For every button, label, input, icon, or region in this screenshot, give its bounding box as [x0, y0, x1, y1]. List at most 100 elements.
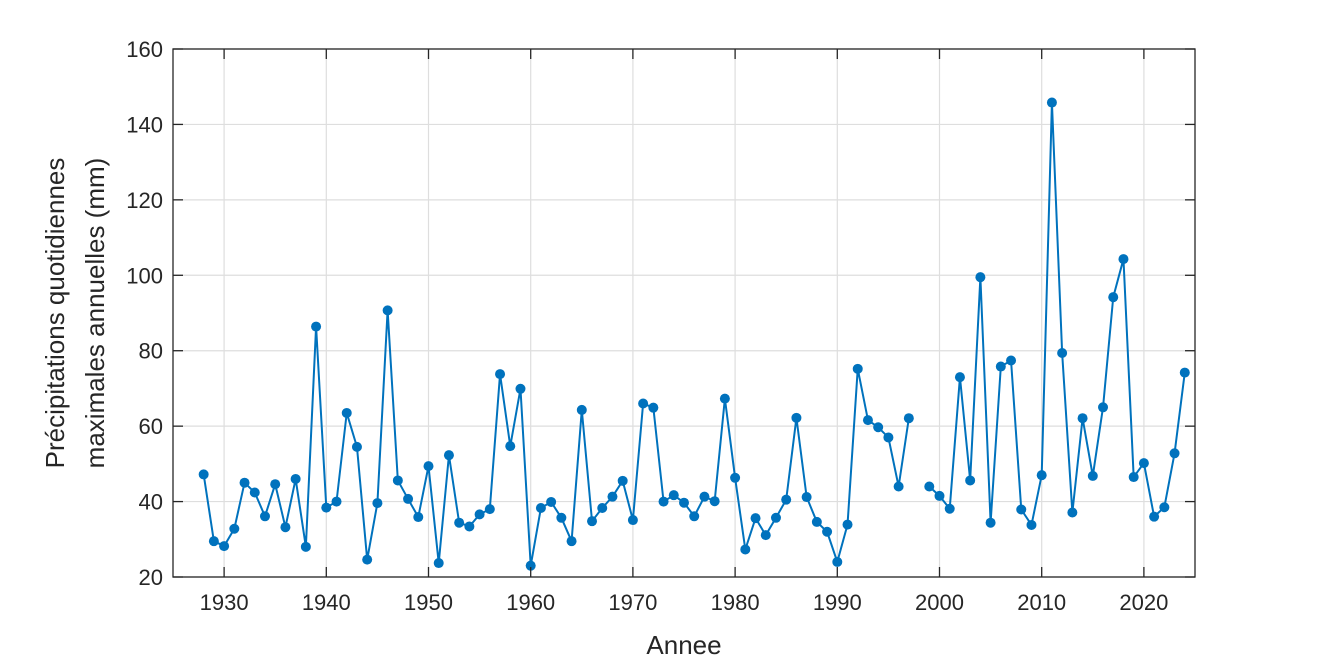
data-point: [382, 305, 393, 316]
data-point: [576, 404, 587, 415]
data-point: [862, 415, 873, 426]
data-point: [535, 502, 546, 513]
y-tick-label: 20: [139, 565, 163, 590]
data-point: [668, 490, 679, 501]
data-point: [311, 321, 322, 332]
x-tick-label: 1970: [608, 590, 657, 615]
data-point: [893, 481, 904, 492]
data-point: [1138, 458, 1149, 469]
data-point: [770, 512, 781, 523]
axes: 1930 1940 1950 1960 1970 1980 1990 2000 2010 2020…: [126, 37, 1195, 615]
data-point: [331, 496, 342, 507]
x-axis-label: Annee: [646, 630, 721, 660]
data-point: [1036, 470, 1047, 481]
data-point: [985, 517, 996, 528]
data-point: [832, 556, 843, 567]
data-point: [280, 522, 291, 533]
data-point: [597, 502, 608, 513]
data-point: [556, 512, 567, 523]
data-point: [954, 372, 965, 383]
data-point: [351, 441, 362, 452]
data-point: [587, 516, 598, 527]
data-point: [208, 536, 219, 547]
data-point: [883, 432, 894, 443]
y-tick-label: 80: [139, 339, 163, 364]
data-point: [638, 398, 649, 409]
data-point: [443, 450, 454, 461]
data-point: [1046, 97, 1057, 108]
data-point: [1159, 502, 1170, 513]
data-point: [372, 498, 383, 509]
data-point: [822, 526, 833, 537]
data-point: [464, 521, 475, 532]
x-tick-label: 1930: [200, 590, 249, 615]
data-point: [239, 477, 250, 488]
data-point: [1067, 507, 1078, 518]
data-point: [321, 502, 332, 513]
data-point: [791, 412, 802, 423]
data-point: [689, 511, 700, 522]
data-point: [760, 530, 771, 541]
data-point: [433, 558, 444, 569]
y-tick-label: 100: [126, 263, 163, 288]
data-point: [1128, 472, 1139, 483]
data-point: [975, 272, 986, 283]
y-axis-label-line-2: maximales annuelles (mm): [80, 158, 110, 469]
y-axis-label-line-1: Précipitations quotidiennes: [40, 158, 70, 469]
data-point: [658, 496, 669, 507]
data-point: [1108, 292, 1119, 303]
data-point: [709, 496, 720, 507]
data-point: [944, 503, 955, 514]
data-point: [750, 513, 761, 524]
data-point: [1149, 511, 1160, 522]
data-point: [1057, 347, 1068, 358]
data-point: [484, 504, 495, 515]
data-point: [699, 491, 710, 502]
data-point: [852, 363, 863, 374]
data-point: [648, 402, 659, 413]
data-point: [873, 422, 884, 433]
data-point: [525, 560, 536, 571]
data-point: [1016, 504, 1027, 515]
plot-frame: [172, 48, 1196, 578]
data-point: [781, 494, 792, 505]
x-tick-label: 1950: [404, 590, 453, 615]
data-point: [249, 487, 260, 498]
data-point: [403, 493, 414, 504]
y-tick-label: 140: [126, 112, 163, 137]
data-point: [515, 383, 526, 394]
data-point: [392, 475, 403, 486]
data-point: [259, 511, 270, 522]
plot-background: [173, 49, 1195, 577]
data-point: [198, 469, 209, 480]
data-point: [1118, 254, 1129, 265]
data-point: [1169, 448, 1180, 459]
data-point: [423, 461, 434, 472]
data-point: [505, 441, 516, 452]
data-point: [730, 472, 741, 483]
y-tick-label: 40: [139, 490, 163, 515]
data-point: [290, 473, 301, 484]
data-point: [1179, 367, 1190, 378]
data-point: [627, 515, 638, 526]
data-point: [1026, 519, 1037, 530]
data-point: [719, 393, 730, 404]
data-point: [219, 541, 230, 552]
data-point: [362, 554, 373, 565]
data-point: [934, 490, 945, 501]
data-point: [566, 536, 577, 547]
x-tick-label: 2000: [915, 590, 964, 615]
x-tick-label: 1960: [506, 590, 555, 615]
data-point: [495, 369, 506, 380]
y-tick-label: 60: [139, 414, 163, 439]
data-point: [474, 509, 485, 520]
y-tick-label: 160: [126, 37, 163, 62]
x-tick-label: 2020: [1119, 590, 1168, 615]
data-point: [1077, 413, 1088, 424]
data-point: [341, 407, 352, 418]
x-tick-label: 1940: [302, 590, 351, 615]
data-point: [903, 413, 914, 424]
y-tick-label: 120: [126, 188, 163, 213]
data-series: [198, 97, 1190, 571]
